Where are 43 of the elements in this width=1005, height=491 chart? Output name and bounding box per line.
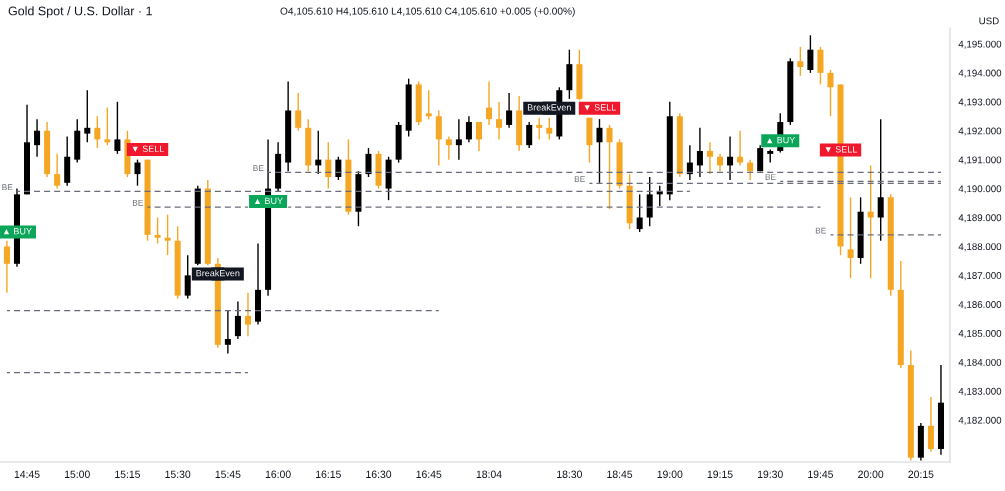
x-tick-label: 19:45 [808, 470, 834, 478]
series-label: BreakEven [527, 103, 571, 111]
x-tick-label: 20:15 [908, 470, 934, 478]
y-tick-label: 4,186.000 [958, 301, 1002, 310]
series-label: BE [132, 199, 144, 206]
x-tick-label: 18:30 [557, 470, 582, 478]
y-tick-label: 4,195.000 [958, 40, 1002, 49]
x-tick-label: 19:00 [657, 470, 683, 478]
y-tick-label: 4,191.000 [958, 156, 1002, 165]
chart-title: Gold Spot / U.S. Dollar · 1 [8, 6, 152, 18]
y-tick-label: 4,182.000 [958, 416, 1002, 425]
y-tick-label: 4,188.000 [958, 243, 1002, 252]
x-tick-label: 18:04 [476, 470, 502, 478]
x-tick-label: 15:00 [65, 470, 90, 478]
chart-subtitle: O4,105.610 H4,105.610 L4,105.610 C4,105.610 +0.005 (+0.00%) [280, 7, 575, 17]
y-tick-label: 4,193.000 [958, 98, 1002, 107]
x-tick-label: 15:30 [165, 470, 191, 478]
x-tick-label: 16:30 [366, 470, 392, 478]
y-tick-label: 4,184.000 [958, 358, 1002, 367]
x-tick-label: 16:00 [265, 470, 291, 478]
y-axis-title: USD [979, 17, 999, 25]
y-tick-label: 4,192.000 [958, 127, 1002, 136]
x-tick-label: 20:00 [858, 470, 884, 478]
x-tick-label: 15:45 [215, 470, 241, 478]
series-label: BE [765, 174, 776, 180]
y-tick-label: 4,183.000 [958, 387, 1002, 396]
series-label: BE [253, 165, 264, 171]
series-label: BE [574, 176, 585, 182]
x-tick-label: 15:15 [115, 470, 141, 478]
x-tick-label: 14:45 [14, 470, 40, 478]
y-tick-label: 4,189.000 [958, 214, 1002, 223]
y-tick-label: 4,187.000 [958, 272, 1002, 281]
x-tick-label: 19:15 [707, 470, 733, 478]
series-label: BE [815, 227, 826, 234]
x-tick-label: 16:15 [316, 470, 341, 478]
x-tick-label: 18:45 [607, 470, 633, 478]
text: BreakEven [196, 269, 240, 277]
x-tick-label: 16:45 [416, 470, 442, 478]
y-tick-label: 4,185.000 [958, 329, 1002, 339]
y-tick-label: 4,194.000 [958, 69, 1002, 78]
y-tick-label: 4,190.000 [958, 185, 1002, 194]
x-tick-label: 19:30 [757, 470, 783, 478]
series-label: BE [2, 184, 13, 191]
